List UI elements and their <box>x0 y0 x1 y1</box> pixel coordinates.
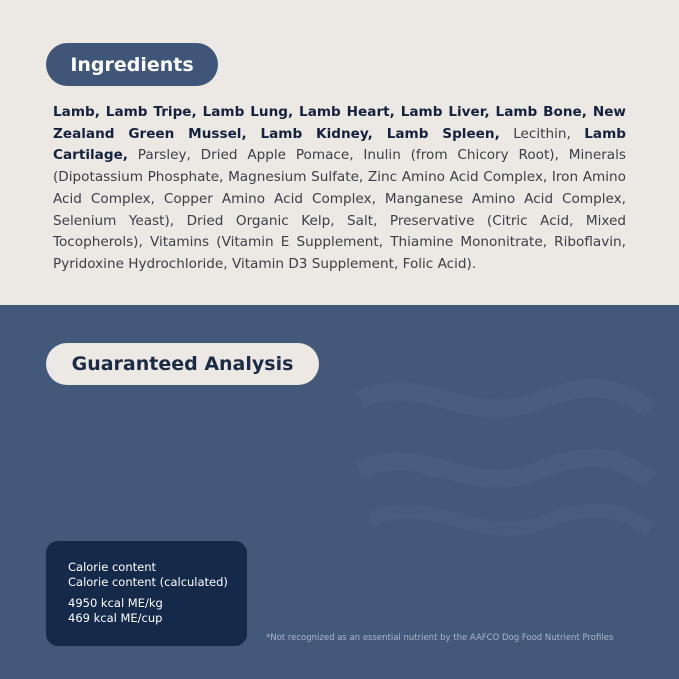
ingredient-segment: Lecithin, <box>513 125 571 142</box>
calorie-box: Calorie content Calorie content (calculat… <box>46 541 247 646</box>
ingredients-title: Ingredients <box>46 43 218 86</box>
ingredients-text: Lamb, Lamb Tripe, Lamb Lung, Lamb Heart,… <box>53 102 626 276</box>
analysis-title: Guaranteed Analysis <box>46 343 319 385</box>
calorie-heading: Calorie content <box>68 560 156 574</box>
calorie-value: 469 kcal ME/cup <box>68 611 163 625</box>
ingredient-segment: Parsley, Dried Apple Pomace, Inulin (fro… <box>53 147 626 272</box>
ingredient-segment: Lamb Cartilage, <box>53 125 626 164</box>
footnote: *Not recognized as an essential nutrient… <box>266 633 614 643</box>
ingredient-segment: Lamb, Lamb Tripe, Lamb Lung, Lamb Heart,… <box>53 104 626 142</box>
calorie-value: 4950 kcal ME/kg <box>68 596 163 610</box>
calorie-heading: Calorie content (calculated) <box>68 575 228 589</box>
